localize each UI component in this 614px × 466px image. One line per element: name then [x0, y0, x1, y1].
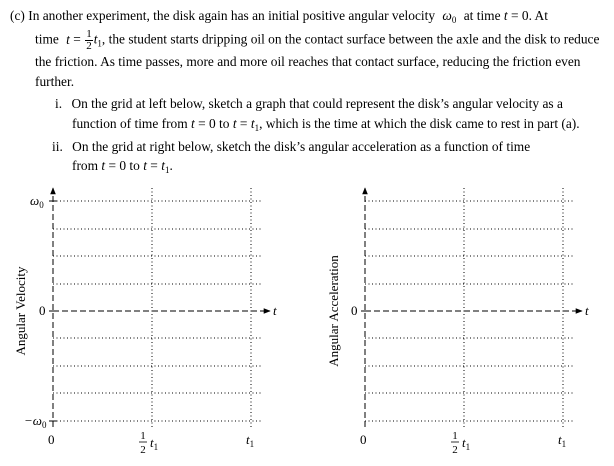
x-tick-zero: 0 [48, 432, 55, 447]
y-label-angular-acceleration: Angular Acceleration [326, 255, 341, 367]
t1-subscript: 1 [254, 123, 260, 133]
part-c-label: (c) [10, 8, 25, 23]
t1-subscript: 1 [97, 38, 102, 49]
t-symbol: t [66, 31, 70, 47]
item-i-text-1: On the grid at left below, sketch a grap… [71, 96, 563, 111]
t-axis-label: t [585, 303, 589, 318]
item-ii-period: . [169, 158, 173, 173]
item-i-label: i. [55, 96, 63, 111]
svg-text:1: 1 [140, 430, 146, 442]
x-tick-half-t1: 1 2 t1 [451, 430, 470, 456]
t1-symbol: t [93, 31, 98, 47]
y-tick-neg-omega0: −ω0 [24, 413, 47, 430]
t-axis-label: t [273, 303, 277, 318]
item-i-line-1: i. On the grid at left below, sketch a g… [55, 96, 563, 112]
svg-text:t1: t1 [150, 435, 158, 452]
part-c-text-1b: at time [463, 8, 501, 23]
svg-text:2: 2 [140, 444, 146, 456]
t-symbol: t [503, 8, 508, 23]
omega-symbol: ω [442, 8, 452, 23]
x-tick-half-t1: 1 2 t1 [139, 430, 158, 456]
part-c-text-2b: , the student starts dripping oil on the… [101, 31, 600, 47]
part-c-text-1c: = 0. At [511, 8, 548, 23]
y-label-angular-velocity: Angular Velocity [13, 266, 28, 355]
svg-text:2: 2 [452, 444, 458, 456]
item-ii-line-2: from t = 0 to t = t1. [72, 158, 173, 175]
part-c-text-1a: In another experiment, the disk again ha… [28, 8, 436, 23]
angular-velocity-grid: Angular Velocity ω0 0 −ω0 t 0 1 2 t1 t1 [13, 187, 277, 456]
part-c-text-3: the friction. As time passes, more and m… [35, 54, 581, 69]
part-c-line-4: further. [35, 74, 74, 90]
omega-subscript: 0 [451, 15, 457, 25]
t-symbol: t [143, 158, 147, 173]
equals-sign: = [239, 116, 248, 131]
x-tick-t1: t1 [558, 432, 566, 449]
angular-acceleration-grid: Angular Acceleration 0 t 0 1 2 t1 t1 [326, 187, 589, 456]
x-tick-t1: t1 [246, 432, 254, 449]
item-ii-from: from [72, 158, 99, 173]
part-c-line-2: time t = 1 2 t1, the student starts drippi… [35, 29, 599, 52]
item-ii-text-1: On the grid at right below, sketch the d… [72, 139, 531, 154]
t1-subscript: 1 [164, 165, 170, 175]
svg-text:t1: t1 [462, 435, 470, 452]
part-c-text-4: further. [35, 74, 75, 89]
item-ii-label: ii. [52, 139, 63, 154]
item-i-line-2: function of time from t = 0 to t = t1, w… [72, 116, 580, 133]
x-tick-zero: 0 [360, 432, 367, 447]
t-symbol: t [101, 158, 106, 173]
y-tick-omega0: ω0 [30, 193, 44, 210]
t-symbol: t [191, 116, 195, 131]
svg-text:1: 1 [452, 430, 458, 442]
equals-sign: = [73, 31, 81, 47]
t-symbol: t [232, 116, 237, 131]
y-tick-zero: 0 [39, 303, 46, 318]
t1-symbol: t [250, 116, 255, 131]
item-i-text-2a: function of time from [72, 116, 188, 131]
equals-sign: = [150, 158, 158, 173]
item-ii-eq0: = 0 to [108, 158, 140, 173]
time-word: time [35, 31, 59, 47]
item-ii-line-1: ii. On the grid at right below, sketch t… [52, 139, 530, 155]
part-c-line-1: (c) In another experiment, the disk agai… [10, 8, 548, 25]
item-i-eq0: = 0 to [198, 116, 230, 131]
t1-symbol: t [161, 158, 165, 173]
y-tick-zero: 0 [351, 303, 358, 318]
part-c-line-3: the friction. As time passes, more and m… [35, 54, 580, 70]
item-i-text-2b: , which is the time at which the disk ca… [259, 116, 580, 131]
